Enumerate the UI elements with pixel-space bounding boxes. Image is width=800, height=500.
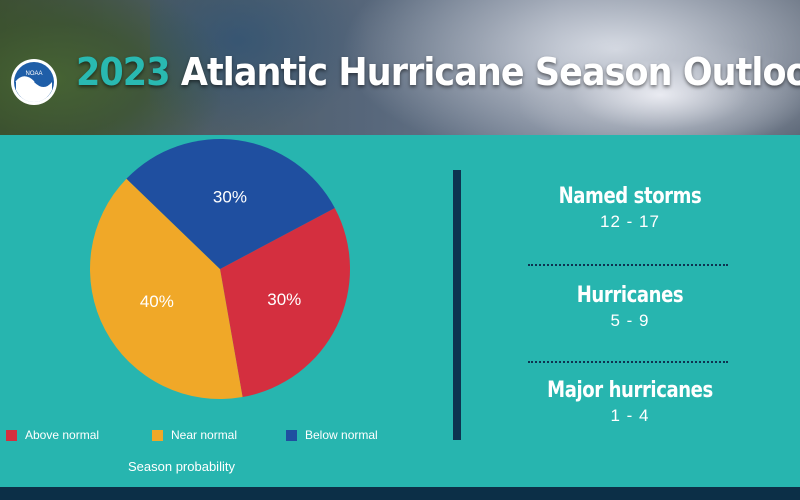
stat-name: Major hurricanes xyxy=(547,378,713,403)
stat-major-hurricanes: Major hurricanes 1 - 4 xyxy=(500,378,760,426)
page-title: 2023 Atlantic Hurricane Season Outlook xyxy=(76,50,800,94)
pie-slice-below-normal xyxy=(126,139,335,269)
pie-slice-label: 30% xyxy=(267,290,301,309)
legend-item-above-normal: Above normal xyxy=(6,428,99,442)
title-year: 2023 xyxy=(76,50,171,94)
header-banner: NOAA 2023 Atlantic Hurricane Season Outl… xyxy=(0,0,800,135)
stat-name: Named storms xyxy=(558,184,702,209)
probability-pie-chart: 30% 40% 30% xyxy=(90,139,350,399)
pie-slice-near-normal xyxy=(90,178,243,399)
pie-slice-above-normal xyxy=(220,207,350,398)
satellite-clouds-secondary xyxy=(520,40,800,135)
legend-label: Below normal xyxy=(305,428,378,442)
pie-slice-label: 40% xyxy=(140,292,174,311)
noaa-logo-icon: NOAA xyxy=(11,59,57,105)
chart-caption: Season probability xyxy=(128,459,235,474)
stat-named-storms: Named storms 12 - 17 xyxy=(500,184,760,232)
legend-label: Near normal xyxy=(171,428,238,442)
legend-label: Above normal xyxy=(25,428,100,442)
stat-hurricanes: Hurricanes 5 - 9 xyxy=(500,283,760,331)
pie-slice-label: 30% xyxy=(213,188,247,207)
stat-value: 1 - 4 xyxy=(610,406,650,425)
vertical-divider xyxy=(453,170,461,440)
stat-divider xyxy=(528,361,728,363)
legend-swatch xyxy=(6,429,17,441)
stat-value: 12 - 17 xyxy=(600,212,660,231)
footer-bar xyxy=(0,487,800,500)
legend-item-below-normal: Below normal xyxy=(286,428,378,442)
title-text: Atlantic Hurricane Season Outlook xyxy=(180,50,800,94)
legend-swatch xyxy=(286,429,297,441)
legend-item-near-normal: Near normal xyxy=(152,428,237,442)
pie-legend: Above normal Near normal Below normal xyxy=(0,428,440,448)
svg-text:NOAA: NOAA xyxy=(25,71,42,77)
stat-divider xyxy=(528,264,728,266)
legend-swatch xyxy=(152,429,163,441)
stat-value: 5 - 9 xyxy=(610,311,650,330)
stat-name: Hurricanes xyxy=(576,283,684,308)
satellite-water xyxy=(150,0,370,135)
